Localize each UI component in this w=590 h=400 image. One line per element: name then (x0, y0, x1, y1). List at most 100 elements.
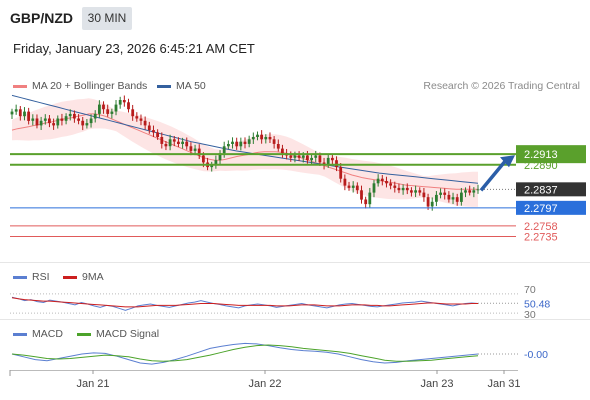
candle-body (35, 118, 39, 126)
candle-body (239, 141, 243, 147)
legend-macd: MACD (13, 328, 63, 340)
candle-body (347, 185, 351, 188)
candle-body (60, 118, 64, 121)
target-price-tag (516, 145, 586, 164)
candle-body (10, 111, 14, 115)
candle-body (23, 111, 26, 117)
candle-body (289, 155, 293, 158)
candle-body (468, 190, 472, 193)
candle-body (297, 155, 301, 158)
legend-ma20-label: MA 20 + Bollinger Bands (32, 80, 148, 92)
candle-body (380, 178, 384, 181)
candle-body (81, 120, 85, 126)
macd-line (11, 342, 479, 365)
candle-body (435, 194, 438, 202)
candle-body (202, 155, 205, 163)
support-price-tag (516, 200, 586, 215)
x-tick-label: Jan 31 (487, 378, 520, 390)
candle-body (276, 144, 280, 149)
candle-body (77, 118, 80, 121)
candle-body (218, 153, 222, 161)
candle-body (376, 178, 380, 184)
candle-body (56, 118, 60, 126)
legend-macd-signal: MACD Signal (77, 328, 159, 340)
candle-body (310, 157, 313, 161)
level-label-2.2735: 2.2735 (524, 232, 558, 244)
candle-body (135, 116, 139, 119)
candle-body (127, 102, 130, 110)
x-tick-label: Jan 22 (248, 378, 281, 390)
candle-body (110, 111, 114, 114)
time-axis: Jan 21 Jan 22 Jan 23 Jan 31 (9, 370, 521, 390)
candle-body (326, 157, 330, 165)
x-tick-label: Jan 21 (76, 378, 109, 390)
candle-body (31, 118, 35, 121)
legend-rsi-swatch (13, 275, 27, 279)
candle-body (185, 141, 189, 147)
candle-body (331, 157, 334, 161)
candle-body (405, 187, 409, 191)
candle-body (18, 109, 22, 117)
candle-body (247, 139, 251, 144)
candle-body (451, 197, 455, 200)
candle-body (318, 155, 322, 163)
candle-body (197, 148, 201, 156)
macd-current-value: -0.00 (524, 349, 548, 361)
legend-rsi-ma-label: 9MA (82, 271, 104, 283)
legend-macd-signal-swatch (77, 332, 91, 336)
candle-body (281, 148, 284, 154)
candle-body (339, 167, 343, 179)
candle-body (43, 118, 47, 121)
rsi-tick-70: 70 (524, 284, 536, 296)
x-tick-label: Jan 23 (420, 378, 453, 390)
candle-body (264, 137, 268, 140)
timeframe-badge[interactable]: 30 MIN (82, 7, 132, 30)
level-label-2.2758: 2.2758 (524, 221, 558, 233)
candle-body (335, 160, 338, 168)
candle-body (68, 113, 72, 117)
candle-body (235, 141, 239, 147)
macd-signal-line (11, 344, 479, 362)
candle-body (301, 155, 305, 158)
candle-body (360, 190, 363, 200)
candle-body (27, 111, 30, 121)
level-label-2.2890: 2.2890 (524, 160, 558, 172)
candle-body (147, 125, 151, 131)
candle-body (164, 144, 168, 147)
candle-body (14, 109, 18, 112)
candle-body (443, 192, 447, 195)
candle-body (430, 201, 434, 207)
legend-ma20-swatch (13, 84, 27, 88)
candle-body (48, 118, 51, 124)
candle-body (193, 148, 197, 151)
rsi-tick-30: 30 (524, 309, 536, 321)
candle-body (314, 155, 318, 158)
candle-body (39, 120, 43, 126)
candle-body (89, 118, 93, 124)
candle-body (168, 139, 172, 147)
candle-body (343, 178, 347, 186)
candle-body (181, 141, 184, 144)
legend-ma50-swatch (157, 84, 171, 88)
candle-body (152, 130, 155, 133)
candle-body (351, 185, 355, 188)
pair-title: GBP/NZD (10, 10, 73, 26)
candle-body (85, 123, 89, 126)
candle-body (106, 109, 110, 114)
current-price-label: 2.2837 (524, 184, 558, 196)
forecast-arrow-head (500, 155, 515, 168)
candle-body (98, 104, 101, 114)
legend-ma50: MA 50 (157, 80, 206, 92)
candle-body (139, 118, 143, 121)
candle-body (372, 183, 376, 193)
legend-macd-signal-label: MACD Signal (96, 328, 160, 340)
candle-body (293, 155, 297, 158)
forecast-arrow-shaft (479, 159, 508, 192)
candle-body (397, 187, 401, 191)
candle-body (73, 113, 76, 119)
candle-body (227, 144, 230, 147)
candle-body (122, 100, 126, 103)
candle-body (251, 137, 255, 140)
